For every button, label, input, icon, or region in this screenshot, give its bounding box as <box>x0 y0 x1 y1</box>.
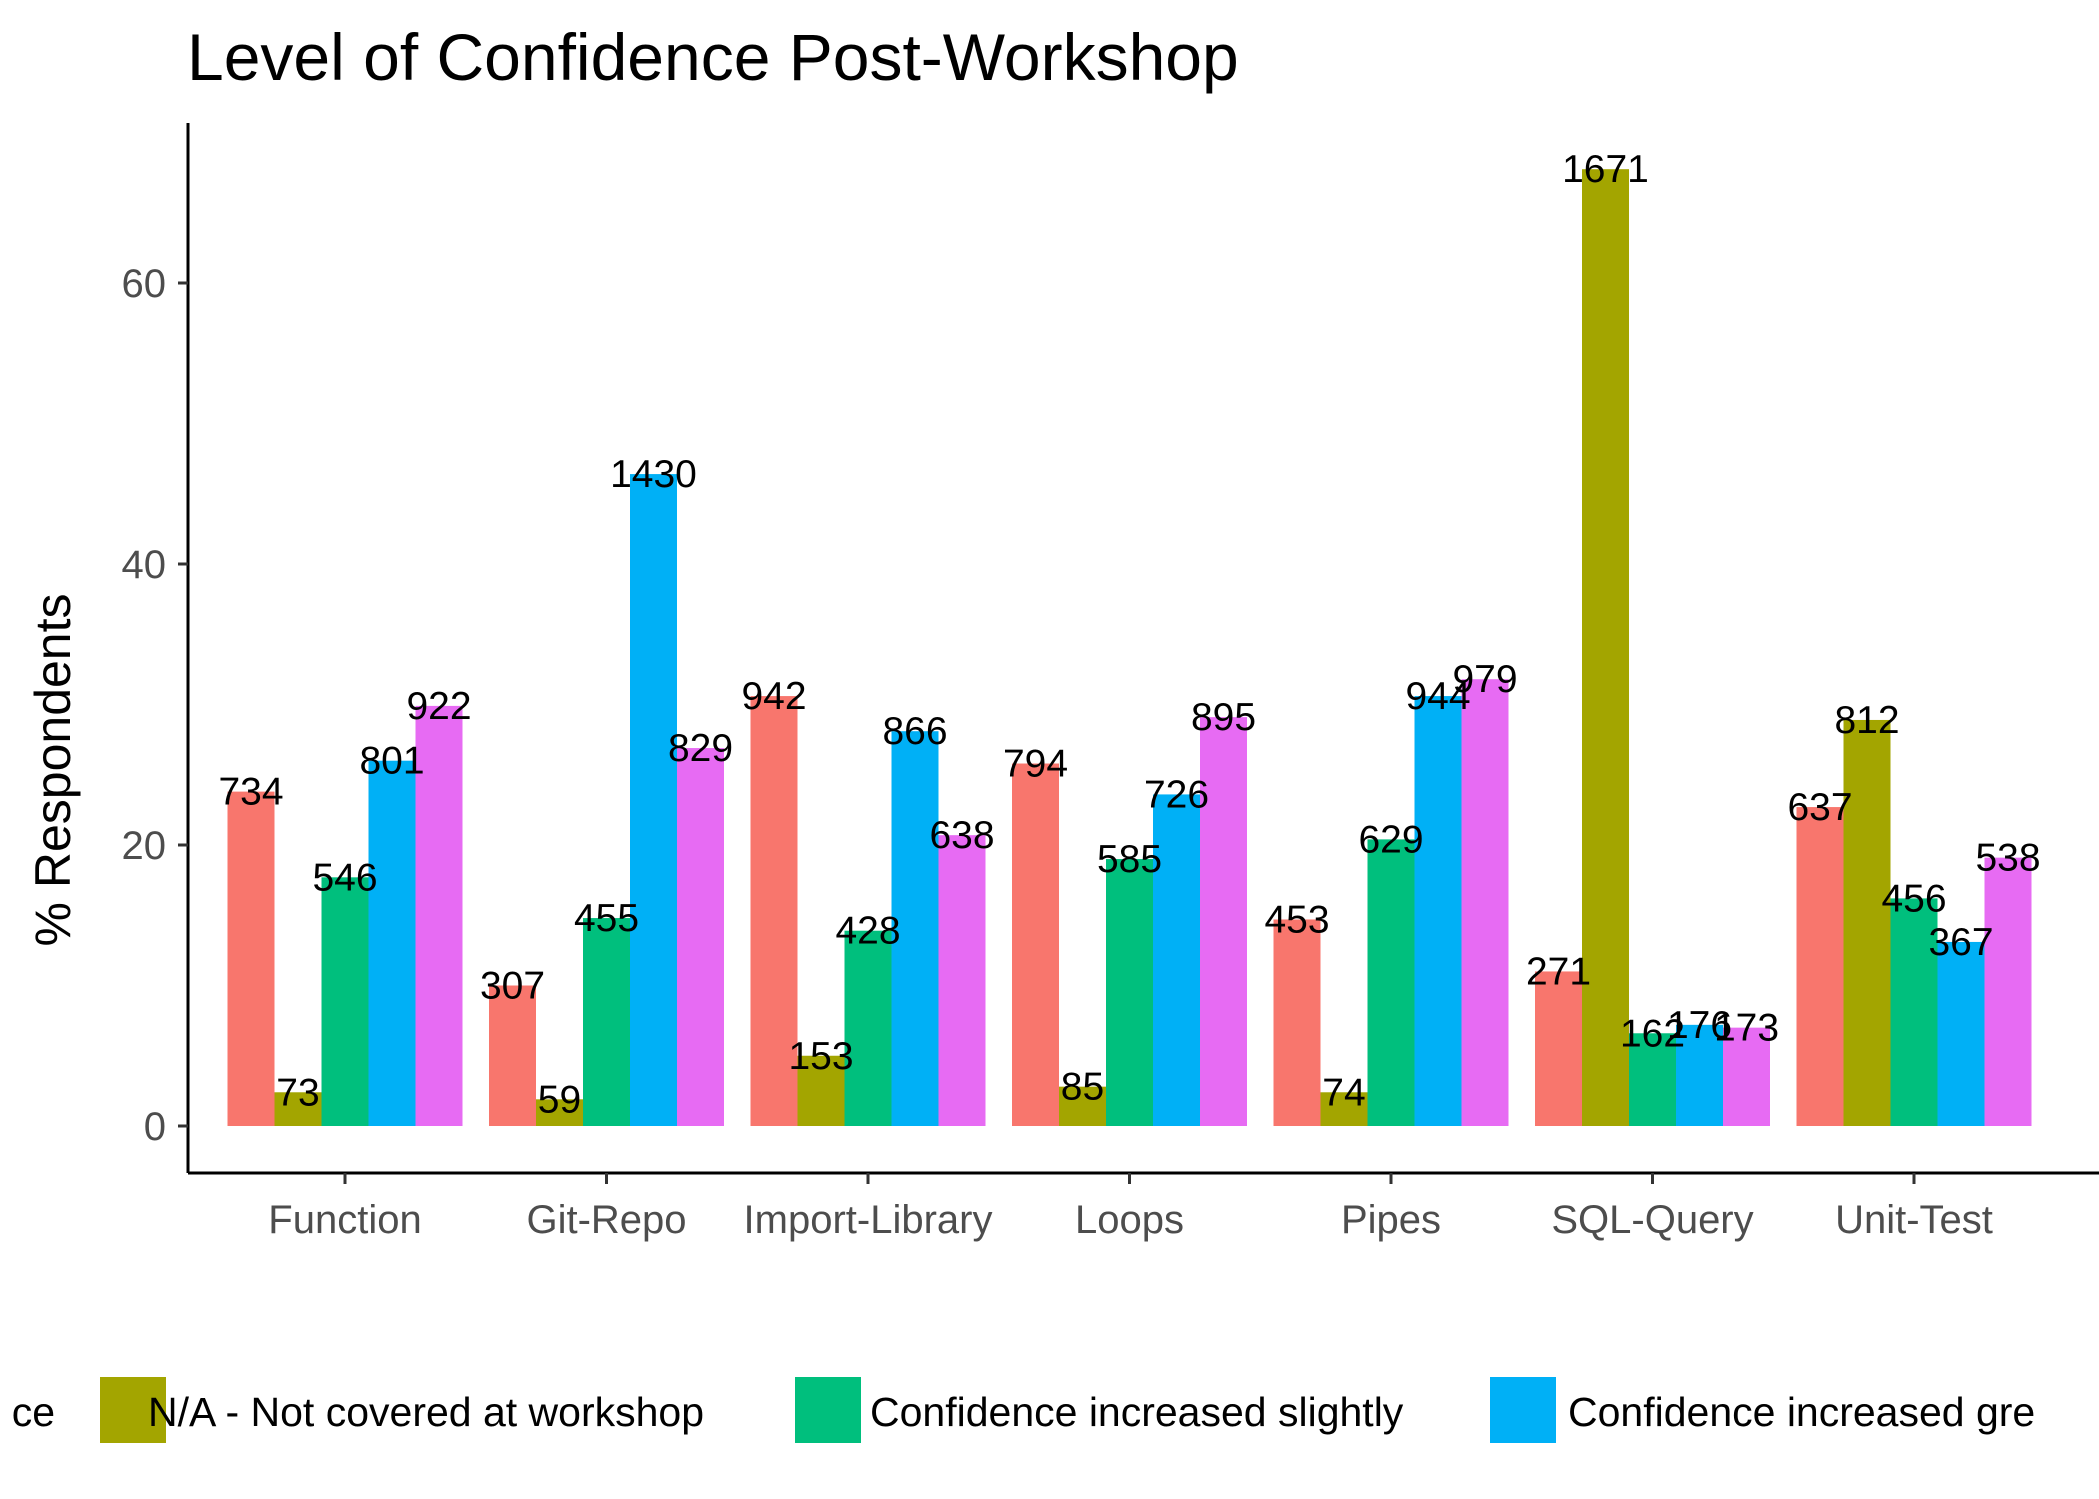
bars-layer <box>227 169 2032 1127</box>
legend-swatch <box>100 1377 166 1443</box>
bar-git-repo-s1 <box>489 985 536 1126</box>
bar-value-label: 455 <box>574 897 639 940</box>
bar-loops-s1 <box>1012 763 1059 1126</box>
bar-sql-query-s2 <box>1582 169 1629 1126</box>
bar-value-label: 585 <box>1097 838 1162 881</box>
bar-function-s1 <box>227 791 275 1126</box>
y-tick-label: 0 <box>144 1105 166 1149</box>
bar-function-s3 <box>321 877 369 1126</box>
bar-unit-test-s2 <box>1843 719 1891 1126</box>
bar-sql-query-s5 <box>1723 1027 1770 1126</box>
bar-value-label: 801 <box>359 740 424 783</box>
bar-git-repo-s5 <box>677 748 724 1126</box>
bar-sql-query-s1 <box>1535 971 1582 1126</box>
legend: ce N/A - Not covered at workshop Confidenc… <box>12 1377 2035 1443</box>
bar-value-label: 162 <box>1620 1012 1685 1055</box>
bar-pipes-s4 <box>1414 696 1462 1126</box>
bar-value-label: 428 <box>835 910 900 953</box>
bar-value-label: 726 <box>1144 773 1209 816</box>
bar-git-repo-s2 <box>536 1099 583 1126</box>
bar-loops-s2 <box>1059 1086 1106 1126</box>
x-tick-label: Loops <box>1075 1198 1184 1242</box>
bar-unit-test-s4 <box>1937 941 1985 1126</box>
bar-import-library-s5 <box>938 835 986 1126</box>
bar-loops-s5 <box>1200 717 1247 1126</box>
bar-value-label: 367 <box>1928 921 1993 964</box>
bar-sql-query-s4 <box>1676 1024 1723 1126</box>
bar-function-s2 <box>274 1092 322 1126</box>
bar-value-label: 944 <box>1405 675 1470 718</box>
bar-value-label: 456 <box>1881 877 1946 920</box>
bar-loops-s4 <box>1153 794 1200 1126</box>
bar-import-library-s4 <box>891 731 939 1126</box>
bar-value-label: 271 <box>1526 950 1591 993</box>
bar-git-repo-s4 <box>630 474 677 1127</box>
legend-label: N/A - Not covered at workshop <box>148 1389 704 1435</box>
legend-label: ce <box>12 1389 55 1435</box>
bar-import-library-s1 <box>750 696 798 1126</box>
bar-value-label: 538 <box>1975 837 2040 880</box>
bar-value-label: 59 <box>538 1078 581 1121</box>
legend-swatch <box>1490 1377 1556 1443</box>
bar-value-label: 307 <box>480 965 545 1008</box>
bar-value-label: 153 <box>788 1035 853 1078</box>
bar-value-label: 1430 <box>610 453 697 496</box>
bar-unit-test-s3 <box>1890 898 1938 1126</box>
x-tick-label: Unit-Test <box>1835 1198 1993 1242</box>
x-tick-label: SQL-Query <box>1551 1198 1753 1242</box>
bar-value-label: 942 <box>741 675 806 718</box>
bar-value-label: 829 <box>668 727 733 770</box>
bar-value-label: 895 <box>1191 696 1256 739</box>
bar-value-label: 638 <box>929 814 994 857</box>
bar-pipes-s5 <box>1461 679 1509 1126</box>
bar-value-label: 866 <box>882 710 947 753</box>
bar-pipes-s1 <box>1273 919 1321 1126</box>
x-axis-ticks: Function Git-Repo Import-Library Loops Pipes… <box>268 1173 1993 1242</box>
bar-value-label: 794 <box>1003 743 1068 786</box>
y-tick-label: 60 <box>122 262 167 306</box>
bar-value-label: 176 <box>1667 1004 1732 1047</box>
bar-value-label: 85 <box>1061 1066 1104 1109</box>
bar-value-label: 922 <box>406 685 471 728</box>
y-axis-title: % Respondents <box>25 593 81 946</box>
bar-sql-query-s3 <box>1629 1033 1676 1126</box>
x-tick-label: Import-Library <box>744 1198 993 1242</box>
y-tick-label: 40 <box>122 543 167 587</box>
bar-unit-test-s5 <box>1984 857 2032 1126</box>
y-tick-label: 20 <box>122 824 167 868</box>
bar-import-library-s2 <box>797 1055 845 1126</box>
bar-value-label: 73 <box>276 1071 319 1114</box>
bar-value-label: 546 <box>312 856 377 899</box>
bar-pipes-s3 <box>1367 839 1415 1126</box>
bar-value-label: 812 <box>1834 699 1899 742</box>
x-tick-label: Git-Repo <box>526 1198 686 1242</box>
legend-swatch <box>795 1377 861 1443</box>
bar-value-label: 979 <box>1452 658 1517 701</box>
bar-pipes-s2 <box>1320 1092 1368 1126</box>
bar-function-s5 <box>415 705 463 1126</box>
bar-git-repo-s3 <box>583 918 630 1126</box>
x-tick-label: Pipes <box>1341 1198 1441 1242</box>
bar-value-label: 629 <box>1358 818 1423 861</box>
bar-value-label: 734 <box>218 771 283 814</box>
legend-label: Confidence increased slightly <box>870 1389 1404 1435</box>
bar-function-s4 <box>368 760 416 1126</box>
bar-loops-s3 <box>1106 859 1153 1126</box>
bar-import-library-s3 <box>844 930 892 1126</box>
bar-labels-layer: 734 307 942 794 453 271 637 73 59 153 85 74 1671 812 5… <box>218 148 2040 1121</box>
bar-value-label: 173 <box>1714 1007 1779 1050</box>
bar-unit-test-s1 <box>1796 807 1844 1126</box>
y-axis-ticks: 0 20 40 60 <box>122 262 188 1149</box>
x-tick-label: Function <box>268 1198 421 1242</box>
legend-label: Confidence increased gre <box>1568 1389 2035 1435</box>
bar-value-label: 74 <box>1322 1071 1365 1114</box>
bar-value-label: 1671 <box>1562 148 1649 191</box>
bar-value-label: 637 <box>1787 786 1852 829</box>
chart-title: Level of Confidence Post-Workshop <box>187 20 1239 94</box>
bar-value-label: 453 <box>1264 898 1329 941</box>
